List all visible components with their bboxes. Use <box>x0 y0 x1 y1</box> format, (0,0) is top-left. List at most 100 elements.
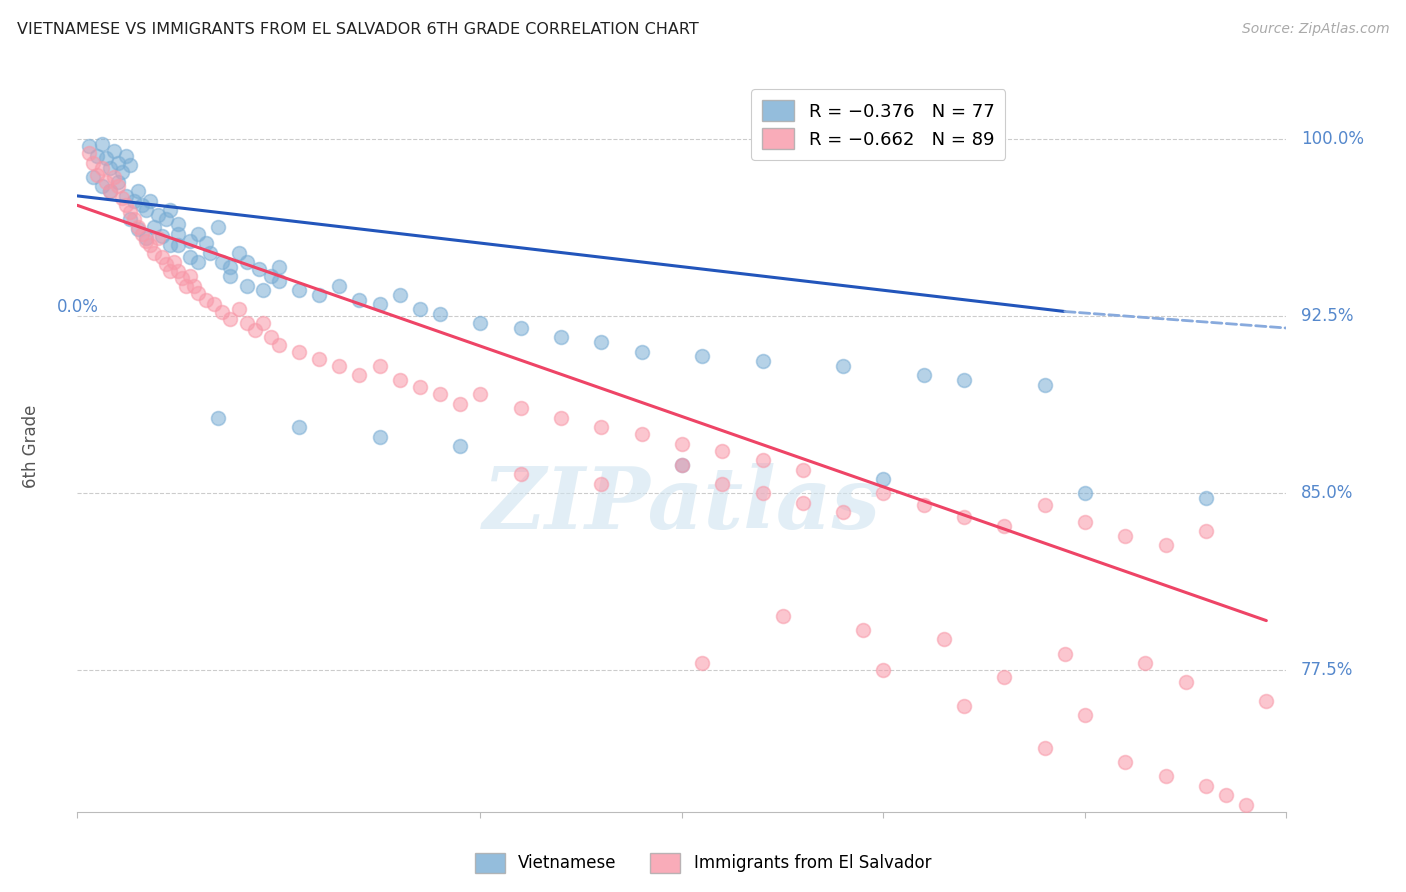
Point <box>872 486 894 500</box>
Point <box>388 288 411 302</box>
Point <box>235 255 257 269</box>
Point <box>118 205 141 219</box>
Point <box>267 274 290 288</box>
Point <box>872 663 894 677</box>
Point <box>155 212 177 227</box>
Point <box>852 623 875 637</box>
Point <box>122 194 145 208</box>
Point <box>449 396 471 410</box>
Point <box>1256 694 1278 708</box>
Point <box>167 227 190 241</box>
Point <box>122 212 145 227</box>
Point <box>155 257 177 271</box>
Point <box>207 410 229 425</box>
Point <box>349 293 371 307</box>
Point <box>159 264 181 278</box>
Point <box>98 161 121 175</box>
Text: 0.0%: 0.0% <box>56 298 98 317</box>
Point <box>872 472 894 486</box>
Point <box>118 212 141 227</box>
Point <box>90 161 112 175</box>
Point <box>135 202 157 217</box>
Point <box>953 373 976 387</box>
Point <box>228 302 250 317</box>
Point <box>711 443 734 458</box>
Point <box>328 359 350 373</box>
Point <box>690 349 713 363</box>
Point <box>591 476 613 491</box>
Point <box>139 194 162 208</box>
Point <box>252 316 274 330</box>
Point <box>591 420 613 434</box>
Point <box>1234 797 1257 812</box>
Point <box>308 351 330 366</box>
Point <box>368 297 391 311</box>
Point <box>368 429 391 443</box>
Point <box>711 476 734 491</box>
Point <box>79 139 101 153</box>
Point <box>139 238 162 252</box>
Point <box>792 495 814 509</box>
Point <box>150 250 173 264</box>
Point <box>167 264 190 278</box>
Point <box>953 509 976 524</box>
Text: Source: ZipAtlas.com: Source: ZipAtlas.com <box>1241 22 1389 37</box>
Point <box>107 179 129 194</box>
Point <box>195 293 218 307</box>
Point <box>187 227 209 241</box>
Point <box>228 245 250 260</box>
Point <box>993 670 1015 684</box>
Point <box>1154 769 1177 783</box>
Point <box>429 387 451 401</box>
Point <box>235 278 257 293</box>
Point <box>142 245 165 260</box>
Point <box>1154 538 1177 552</box>
Point <box>179 234 201 248</box>
Point <box>118 158 141 172</box>
Point <box>1195 779 1218 793</box>
Point <box>219 311 242 326</box>
Point <box>82 169 104 184</box>
Point <box>509 321 531 335</box>
Point <box>174 278 197 293</box>
Point <box>772 608 794 623</box>
Point <box>159 238 181 252</box>
Point <box>1074 708 1097 723</box>
Point <box>179 250 201 264</box>
Point <box>114 189 136 203</box>
Point <box>308 288 330 302</box>
Point <box>1215 788 1237 802</box>
Point <box>751 453 773 467</box>
Text: 6th Grade: 6th Grade <box>22 404 41 488</box>
Legend: Vietnamese, Immigrants from El Salvador: Vietnamese, Immigrants from El Salvador <box>468 847 938 880</box>
Point <box>131 227 153 241</box>
Text: 85.0%: 85.0% <box>1301 484 1354 502</box>
Point <box>211 255 233 269</box>
Point <box>219 260 242 274</box>
Point <box>252 283 274 297</box>
Point <box>832 505 855 519</box>
Point <box>1114 755 1136 769</box>
Point <box>111 165 134 179</box>
Point <box>219 269 242 284</box>
Point <box>671 458 693 472</box>
Legend: R = −0.376   N = 77, R = −0.662   N = 89: R = −0.376 N = 77, R = −0.662 N = 89 <box>751 89 1005 160</box>
Point <box>671 436 693 450</box>
Point <box>751 354 773 368</box>
Point <box>211 304 233 318</box>
Point <box>167 238 190 252</box>
Point <box>163 255 186 269</box>
Point <box>202 297 225 311</box>
Point <box>1074 515 1097 529</box>
Point <box>235 316 257 330</box>
Point <box>267 260 290 274</box>
Point <box>267 337 290 351</box>
Point <box>912 498 935 512</box>
Point <box>953 698 976 713</box>
Point <box>388 373 411 387</box>
Point <box>90 136 112 151</box>
Text: ZIPatlas: ZIPatlas <box>482 463 882 546</box>
Point <box>94 175 117 189</box>
Point <box>470 387 492 401</box>
Point <box>1033 498 1056 512</box>
